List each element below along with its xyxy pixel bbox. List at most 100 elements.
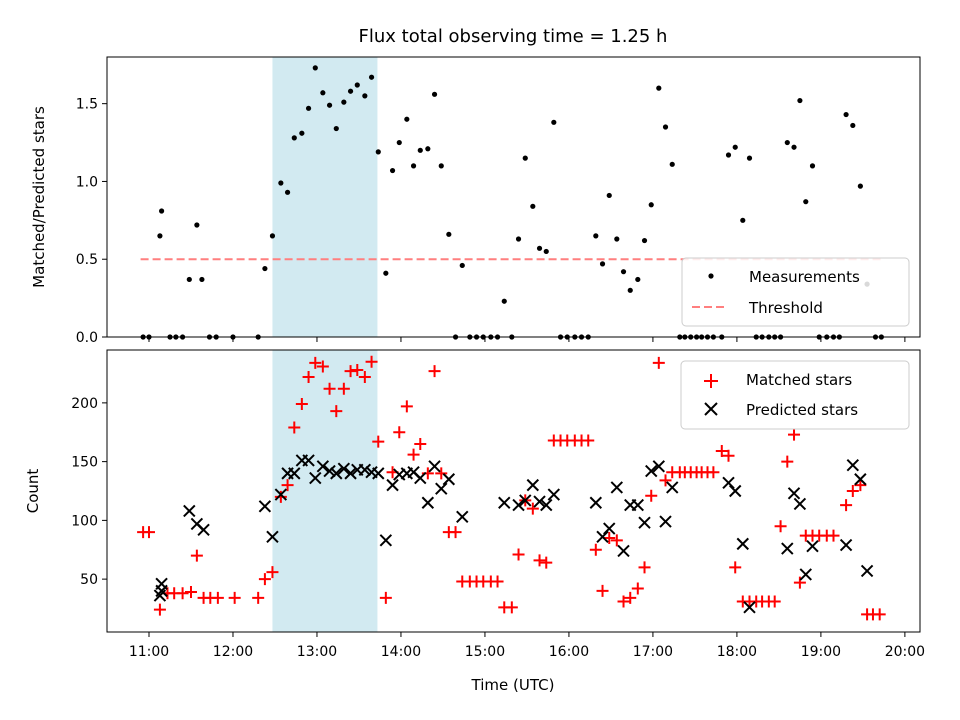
predicted-star-marker <box>540 498 553 512</box>
matched-star-marker <box>414 438 427 450</box>
measurement-point <box>347 88 354 94</box>
matched-star-marker <box>707 466 720 479</box>
predicted-star-marker <box>274 488 288 501</box>
measurement-point <box>354 82 360 88</box>
measurement-point <box>669 161 675 167</box>
matched-star-marker <box>449 526 462 539</box>
predicted-star-marker <box>498 496 511 509</box>
matched-star-marker <box>638 561 651 574</box>
matched-star-marker <box>323 382 336 395</box>
measurement-point <box>368 74 375 80</box>
predicted-star-marker <box>736 537 749 551</box>
matched-star-marker <box>854 479 867 492</box>
measurement-point <box>551 119 557 125</box>
predicted-star-marker <box>722 476 735 489</box>
matched-star-marker <box>281 479 294 492</box>
predicted-star-marker <box>428 460 441 473</box>
matched-star-marker <box>768 595 781 608</box>
predicted-star-marker <box>659 515 672 528</box>
top-legend-box <box>681 257 910 327</box>
measurement-point <box>158 208 165 214</box>
matched-star-marker <box>428 365 441 378</box>
predicted-star-marker <box>638 516 651 529</box>
bottom-y-axis-label: Count <box>24 469 42 514</box>
matched-star-marker <box>582 434 595 447</box>
measurement-point <box>599 261 606 267</box>
chart-title: Flux total observing time = 1.25 h <box>359 26 668 47</box>
predicted-star-marker <box>860 564 874 578</box>
predicted-star-marker <box>799 568 812 581</box>
bottom-y-tick-label: 200 <box>71 396 98 412</box>
predicted-star-marker <box>442 473 456 486</box>
matched-star-marker <box>266 566 279 579</box>
predicted-star-marker <box>806 540 819 553</box>
matched-star-marker <box>316 360 329 373</box>
top-y-tick-label: 0.0 <box>76 330 98 346</box>
predicted-star-marker <box>309 471 322 485</box>
predicted-star-marker <box>316 460 330 473</box>
measurement-point <box>791 144 797 150</box>
measurement-point <box>326 102 333 108</box>
measurement-point <box>641 237 648 244</box>
x-tick-label: 16:00 <box>549 644 589 660</box>
predicted-star-marker <box>603 522 616 535</box>
matched-star-marker <box>337 382 350 395</box>
predicted-star-marker <box>337 462 351 475</box>
top-y-axis-label: Matched/Predicted stars <box>30 106 48 288</box>
matched-star-marker <box>295 398 308 411</box>
measurement-point <box>606 192 612 199</box>
predicted-star-marker <box>386 478 399 492</box>
measurement-point <box>312 65 318 71</box>
x-tick-label: 11:00 <box>129 644 169 660</box>
measurement-point <box>383 270 389 276</box>
measurement-point <box>803 199 809 205</box>
predicted-star-marker <box>631 498 645 512</box>
measurement-point <box>362 93 368 99</box>
matched-star-marker <box>274 490 287 503</box>
measurement-point <box>662 124 669 130</box>
measurement-point <box>614 236 620 242</box>
predicted-star-marker <box>533 495 546 508</box>
measurement-point <box>732 144 738 150</box>
legend-matched-label: Matched stars <box>746 371 852 389</box>
matched-star-marker <box>288 421 301 434</box>
matched-star-marker <box>435 467 448 480</box>
matched-star-marker <box>624 591 637 604</box>
measurement-point <box>425 146 431 152</box>
top-y-tick-label: 0.5 <box>76 252 98 268</box>
matched-star-marker <box>330 405 343 418</box>
measurement-point <box>320 90 326 96</box>
matched-star-marker <box>309 356 322 369</box>
legend-predicted-marker <box>704 402 718 416</box>
matched-star-marker <box>258 573 271 586</box>
legend-measurements-label: Measurements <box>749 268 860 286</box>
matched-star-marker <box>617 595 630 608</box>
matched-star-marker <box>153 603 166 616</box>
measurement-point <box>299 130 305 136</box>
measurement-point <box>648 202 654 208</box>
measurement-point <box>515 236 522 242</box>
predicted-star-marker <box>652 460 666 473</box>
predicted-star-marker <box>596 530 609 544</box>
measurement-point <box>809 163 816 169</box>
top-y-tick-label: 1.0 <box>76 174 98 190</box>
predicted-star-marker <box>197 523 210 536</box>
predicted-star-marker <box>729 484 742 498</box>
predicted-star-marker <box>854 473 867 486</box>
measurement-point <box>635 276 641 283</box>
matched-star-marker <box>512 548 525 561</box>
measurement-point <box>431 91 438 97</box>
predicted-star-marker <box>787 487 801 500</box>
matched-star-marker <box>365 355 378 368</box>
measurement-point <box>194 222 200 228</box>
legend-measurements-marker <box>708 273 714 279</box>
bottom-y-tick-label: 100 <box>71 513 98 529</box>
measurement-point <box>857 183 863 189</box>
measurement-point <box>656 85 662 91</box>
matched-star-marker <box>228 591 241 604</box>
measurement-point <box>843 111 849 118</box>
matched-star-marker <box>659 474 672 487</box>
legend-predicted-label: Predicted stars <box>746 401 858 419</box>
measurement-point <box>536 245 543 251</box>
